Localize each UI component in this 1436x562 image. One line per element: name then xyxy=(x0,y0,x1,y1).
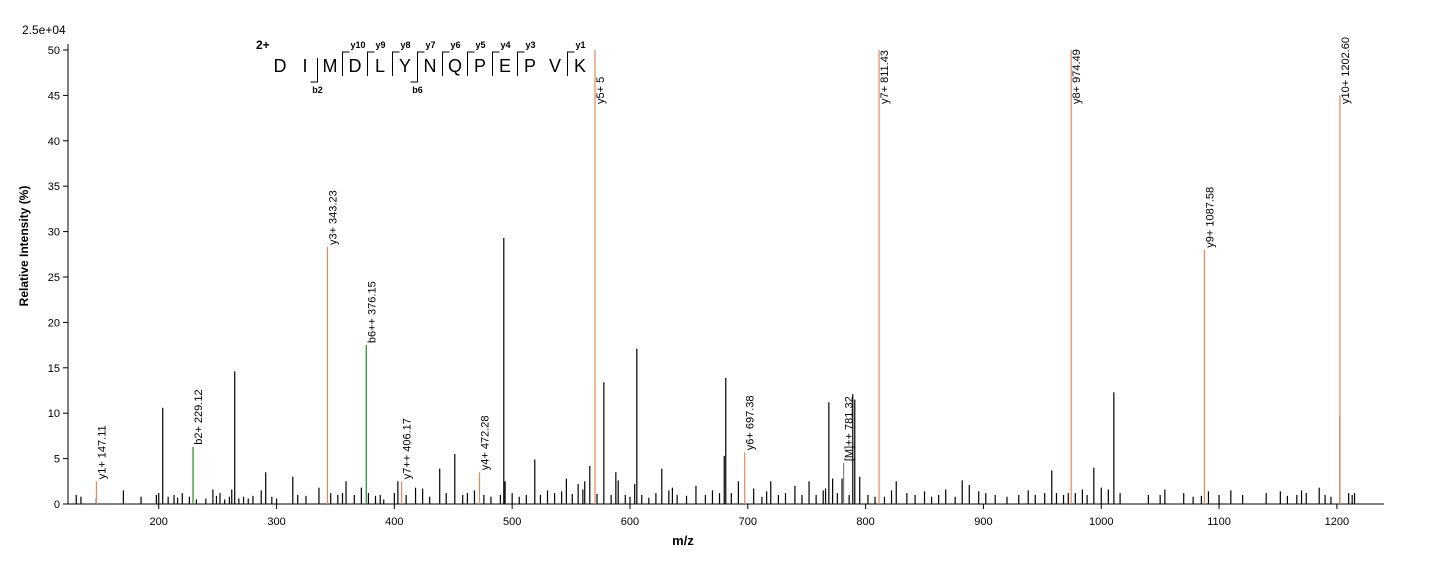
b-fragment-mark xyxy=(410,58,418,83)
peak-label: [M]++ 781.32 xyxy=(844,396,856,461)
peak-label: y6+ 697.38 xyxy=(745,395,757,450)
y-fragment-label: y4 xyxy=(501,40,511,50)
peak-label: b6++ 376.15 xyxy=(366,281,378,343)
x-tick-label: 800 xyxy=(856,516,874,528)
peak-label: y7+ 811.43 xyxy=(879,50,891,104)
y-tick-label: 45 xyxy=(48,90,60,102)
x-tick-label: 600 xyxy=(621,516,639,528)
x-tick-label: 300 xyxy=(267,516,285,528)
sequence-letter: I xyxy=(302,56,307,76)
sequence-letter: D xyxy=(349,56,362,76)
y-tick-label: 10 xyxy=(48,408,60,420)
y-fragment-label: y3 xyxy=(526,40,536,50)
sequence-letter: P xyxy=(524,56,536,76)
y-fragment-label: y7 xyxy=(426,40,436,50)
sequence-letter: E xyxy=(499,56,511,76)
peak-label: y9+ 1087.58 xyxy=(1204,187,1216,248)
y-tick-label: 30 xyxy=(48,227,60,239)
peak-label: y3+ 343.23 xyxy=(327,190,339,245)
y-axis-label: Relative Intensity (%) xyxy=(17,186,31,307)
intensity-scale: 2.5e+04 xyxy=(22,23,66,37)
sequence-letter: K xyxy=(574,56,586,76)
b-fragment-mark xyxy=(310,58,318,83)
y-fragment-mark xyxy=(392,51,400,76)
y-fragment-label: y6 xyxy=(451,40,461,50)
y-fragment-label: y8 xyxy=(401,40,411,50)
y-fragment-mark xyxy=(442,51,450,76)
peak-label: y8+ 974.49 xyxy=(1071,49,1083,104)
peak-label: y7++ 406.17 xyxy=(402,418,414,479)
y-fragment-label: y9 xyxy=(376,40,386,50)
x-axis-label: m/z xyxy=(672,533,694,548)
y-tick-label: 5 xyxy=(54,454,60,466)
y-fragment-mark xyxy=(517,51,525,76)
x-tick-label: 1100 xyxy=(1207,516,1231,528)
peak-label: y1+ 147.11 xyxy=(96,425,108,479)
y-tick-label: 35 xyxy=(48,181,60,193)
x-tick-label: 200 xyxy=(150,516,168,528)
y-fragment-mark xyxy=(567,51,575,76)
peak-label: y10+ 1202.60 xyxy=(1340,37,1352,104)
sequence-letter: L xyxy=(375,56,385,76)
x-tick-label: 400 xyxy=(385,516,403,528)
y-fragment-mark xyxy=(492,51,500,76)
y-fragment-label: y10 xyxy=(351,40,366,50)
y-tick-label: 50 xyxy=(48,45,60,57)
sequence-letter: V xyxy=(549,56,561,76)
y-tick-label: 40 xyxy=(48,136,60,148)
b-fragment-label: b6 xyxy=(412,85,423,95)
x-tick-label: 1000 xyxy=(1089,516,1113,528)
charge-label: 2+ xyxy=(256,38,270,52)
y-tick-label: 25 xyxy=(48,272,60,284)
peak-label: y4+ 472.28 xyxy=(480,415,492,470)
peak-label: b2+ 229.12 xyxy=(193,389,205,444)
y-fragment-mark xyxy=(342,51,350,76)
b-fragment-label: b2 xyxy=(312,85,323,95)
y-fragment-mark xyxy=(467,51,475,76)
y-tick-label: 0 xyxy=(54,499,60,511)
y-fragment-label: y5 xyxy=(476,40,486,50)
sequence-letter: Q xyxy=(448,56,462,76)
y-tick-label: 20 xyxy=(48,317,60,329)
peak-label: y5+ 5 xyxy=(595,77,607,104)
y-fragment-mark xyxy=(367,51,375,76)
sequence-letter: M xyxy=(323,56,338,76)
x-tick-label: 500 xyxy=(503,516,521,528)
y-tick-label: 15 xyxy=(48,363,60,375)
x-tick-label: 700 xyxy=(739,516,757,528)
sequence-letter: P xyxy=(474,56,486,76)
sequence-letter: Y xyxy=(399,56,411,76)
sequence-letter: D xyxy=(274,56,287,76)
y-fragment-label: y1 xyxy=(576,40,586,50)
x-tick-label: 1200 xyxy=(1325,516,1349,528)
sequence-letter: N xyxy=(424,56,437,76)
x-tick-label: 900 xyxy=(974,516,992,528)
